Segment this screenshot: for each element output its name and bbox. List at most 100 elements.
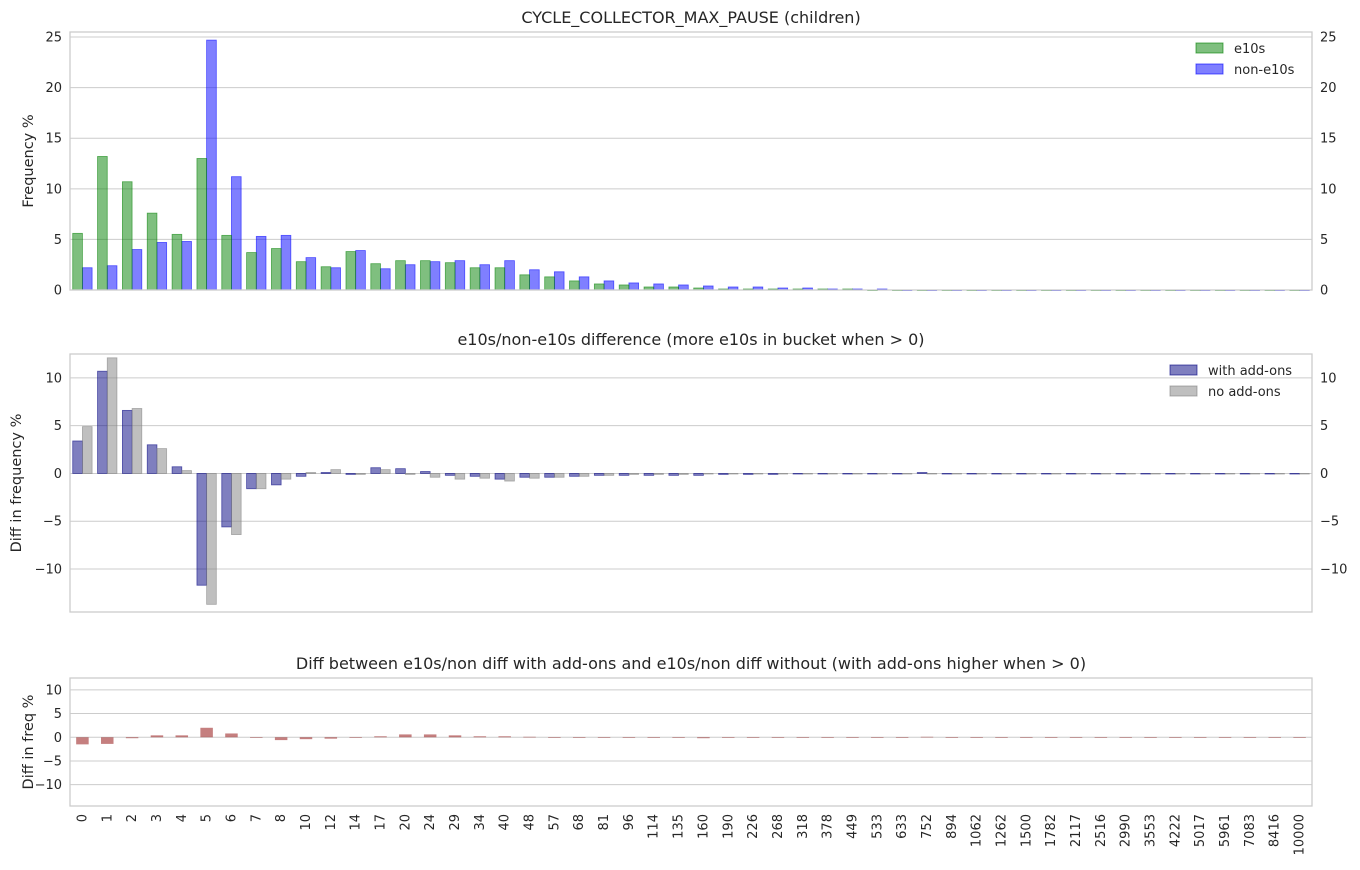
bar: [420, 260, 431, 291]
y-tick-label: 5: [54, 419, 62, 434]
bar: [423, 734, 437, 738]
bar: [1243, 737, 1257, 738]
bar: [618, 284, 630, 291]
bar: [752, 473, 764, 475]
bar: [1299, 473, 1310, 475]
bar: [404, 264, 416, 291]
bar: [1199, 473, 1211, 475]
y-tick-label: −5: [43, 754, 62, 769]
bar: [597, 737, 611, 738]
bar: [106, 357, 118, 474]
bar: [181, 241, 192, 291]
bar: [146, 444, 158, 474]
chart-title: e10s/non-e10s difference (more e10s in b…: [457, 330, 924, 349]
bar: [578, 276, 590, 291]
bar: [1140, 473, 1151, 475]
bar: [529, 269, 540, 291]
x-tick-label: 3: [150, 814, 165, 822]
bar: [206, 39, 217, 291]
bar: [892, 473, 903, 475]
bar: [603, 473, 615, 476]
bar: [97, 156, 108, 291]
bar: [355, 473, 366, 475]
bar: [125, 737, 139, 739]
x-tick-label: 633: [895, 814, 910, 839]
bar: [572, 737, 586, 738]
y-axis-label: Diff in frequency %: [9, 414, 25, 553]
y-tick-label-right: 25: [1320, 31, 1337, 46]
bar: [1050, 473, 1062, 475]
bar: [97, 370, 108, 474]
bar: [225, 733, 238, 738]
x-tick-label: 10: [299, 814, 314, 831]
bar: [221, 234, 232, 291]
bar: [553, 271, 565, 291]
bar: [469, 267, 481, 291]
x-tick-label: 40: [498, 814, 513, 831]
y-tick-label-right: 10: [1320, 182, 1337, 197]
x-tick-label: 3553: [1144, 814, 1159, 847]
bar: [404, 473, 416, 475]
bar: [846, 737, 859, 738]
y-tick-label: 0: [54, 467, 62, 482]
bar: [399, 734, 412, 738]
bar: [895, 737, 909, 738]
bar: [82, 426, 93, 474]
y-tick-label-right: 15: [1320, 132, 1337, 147]
bar: [1119, 737, 1132, 738]
bar: [622, 737, 636, 738]
bar: [529, 473, 540, 479]
bar: [578, 473, 590, 477]
bar: [82, 267, 93, 291]
bar: [76, 737, 89, 745]
legend-swatch: [1195, 42, 1224, 54]
y-tick-label: 20: [45, 81, 62, 96]
bar: [519, 473, 530, 478]
bar: [697, 737, 710, 739]
bar: [1025, 473, 1037, 475]
bar: [628, 473, 640, 475]
bar: [777, 473, 789, 475]
bar: [454, 260, 466, 291]
bar: [246, 473, 257, 490]
bar: [479, 264, 490, 291]
bar: [429, 261, 441, 291]
bar: [345, 473, 357, 475]
bar: [299, 737, 313, 740]
bar: [796, 737, 810, 738]
bar: [1115, 473, 1127, 475]
bar: [1041, 473, 1052, 475]
bar: [504, 260, 515, 291]
bar: [722, 737, 735, 738]
y-tick-label: 0: [54, 284, 62, 299]
y-tick-label: −10: [35, 778, 62, 793]
bar: [200, 727, 213, 738]
x-tick-label: 34: [473, 814, 488, 831]
bar: [150, 735, 164, 738]
bar: [916, 472, 928, 474]
bar: [448, 735, 462, 738]
bar: [871, 737, 884, 738]
bar: [920, 736, 934, 738]
bar: [1016, 473, 1027, 475]
bar: [593, 283, 605, 291]
bar: [255, 473, 267, 490]
bar: [255, 235, 267, 291]
bar: [231, 176, 242, 291]
x-tick-label: 2516: [1094, 814, 1109, 847]
x-tick-label: 57: [547, 814, 562, 831]
x-tick-label: 6: [224, 814, 239, 822]
bar: [349, 737, 362, 738]
bar: [156, 448, 168, 474]
bar: [395, 468, 406, 474]
bar: [345, 251, 357, 291]
panel-2: −10 −10 −5 −5 0 0 5 5 10 10 e10s/non-e10s differen…: [9, 330, 1347, 613]
bar: [131, 249, 143, 291]
bar: [444, 262, 456, 291]
bar: [1065, 473, 1077, 475]
legend-label: e10s: [1234, 42, 1266, 57]
bar: [320, 472, 332, 474]
bar: [1125, 473, 1136, 475]
bar: [548, 737, 561, 738]
bar: [1090, 473, 1102, 475]
